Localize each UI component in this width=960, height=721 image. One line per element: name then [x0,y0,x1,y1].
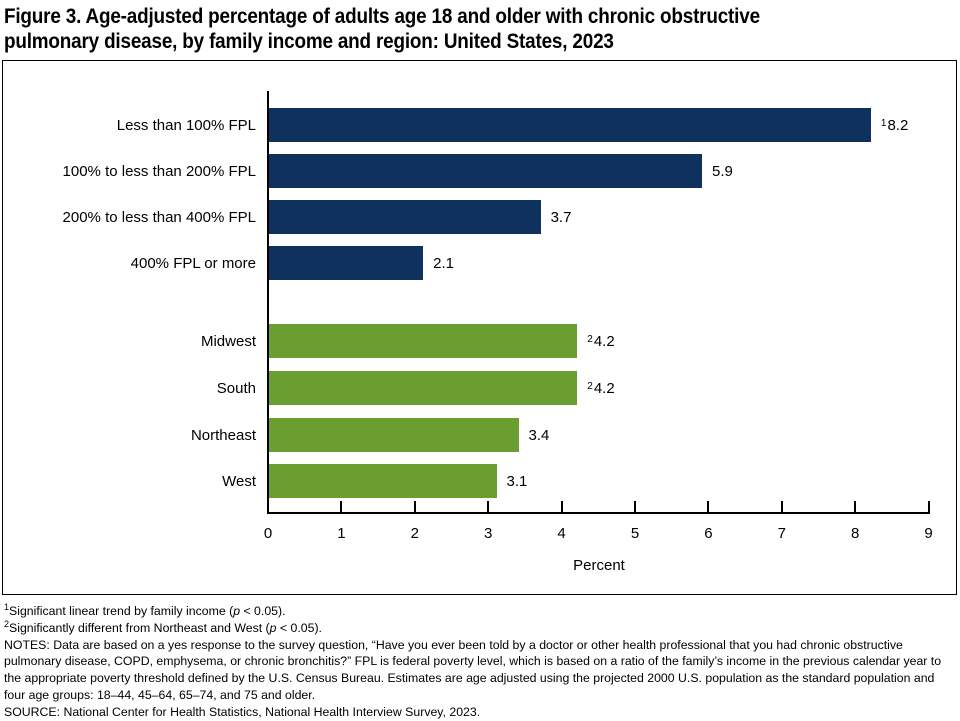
notes-text: NOTES: Data are based on a yes response … [4,637,942,702]
footnote-2-tail: < 0.05). [276,620,322,635]
tick-label: 0 [263,525,273,542]
plot-area: Percent 0 1 2 3 4 5 6 7 8 9 Less than 100% FPL 1 8.2… [3,61,956,594]
bar [269,200,541,234]
category-label: 200% to less than 400% FPL [62,208,256,226]
footnote-1: 1Significant linear trend by family inco… [4,601,954,620]
bar [269,464,497,498]
axis-tick [560,501,563,512]
tick-label: 7 [777,525,786,542]
bar [269,371,578,405]
category-label: Midwest [200,332,256,350]
category-label: 400% FPL or more [130,254,256,272]
bar [269,324,578,358]
value-label: 1 8.2 [880,116,909,134]
chart-frame: Percent 0 1 2 3 4 5 6 7 8 9 Less than 100% FPL 1 8.2… [2,60,957,595]
footnote-1-p: p [233,604,241,618]
axis-tick [780,501,783,512]
footnote-2-superscript: 2 [4,618,10,629]
x-axis-line [267,512,930,514]
footnote-2-p: p [269,620,277,635]
category-label: Northeast [190,426,256,444]
bar [269,108,871,142]
value-label: 3.4 [528,426,550,444]
footnote-1-superscript: 1 [4,601,10,612]
value-label: 2.1 [433,254,454,272]
title-line-1: Figure 3. Age-adjusted percentage of adu… [4,5,760,28]
bar [269,246,424,280]
tick-label: 1 [337,525,346,542]
value-label: 5.9 [712,162,733,180]
axis-tick [340,501,343,512]
category-label: West [222,472,256,490]
tick-label: 6 [704,525,713,542]
category-label: South [216,379,256,397]
footnotes: 1Significant linear trend by family inco… [4,601,954,721]
footnote-1-tail: < 0.05). [240,604,286,618]
tick-label: 2 [410,525,419,542]
value-label: 2 4.2 [587,332,615,350]
value-label: 3.7 [550,208,572,226]
figure-title: Figure 3. Age-adjusted percentage of adu… [4,4,760,54]
tick-label: 9 [924,525,933,542]
y-axis-line [267,91,269,514]
value-label: 3.1 [506,472,528,490]
value-label: 2 4.2 [587,379,615,397]
axis-tick [854,501,857,512]
tick-label: 5 [630,525,640,542]
tick-label: 4 [557,525,566,542]
category-label: Less than 100% FPL [116,116,256,134]
tick-label: 8 [851,525,860,542]
footnote-2-text: Significantly different from Northeast a… [9,620,270,635]
axis-tick [487,501,490,512]
tick-label: 3 [484,525,493,542]
bar [269,418,519,452]
title-line-2: pulmonary disease, by family income and … [4,30,614,53]
footnote-1-text: Significant linear trend by family incom… [9,604,234,618]
axis-tick [707,501,710,512]
axis-tick [413,501,416,512]
axis-tick [634,501,636,512]
source-text: SOURCE: National Center for Health Stati… [4,704,481,719]
x-axis-title: Percent [573,557,625,574]
footnote-2: 2Significantly different from Northeast … [4,618,954,637]
bar [269,154,703,188]
axis-tick [927,501,930,512]
category-label: 100% to less than 200% FPL [62,162,256,180]
